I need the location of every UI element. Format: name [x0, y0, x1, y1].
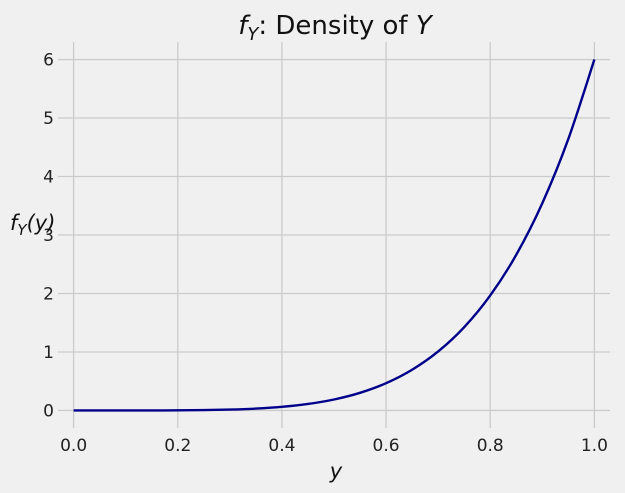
y-tick-label: 5 — [43, 109, 54, 129]
density-curve — [73, 59, 596, 412]
title-variable: Y — [416, 11, 434, 41]
x-tick-labels: 0.0 0.2 0.4 0.6 0.8 1.0 — [60, 436, 608, 456]
y-tick-label: 2 — [43, 284, 54, 304]
y-label-arg: (y) — [27, 211, 56, 235]
y-tick-label: 3 — [43, 226, 54, 246]
y-tick-label: 0 — [43, 401, 54, 421]
title-text: : Density of — [258, 11, 415, 41]
title-subscript: Y — [247, 24, 260, 45]
x-tick-label: 0.0 — [60, 436, 87, 456]
y-tick-label: 4 — [43, 168, 54, 188]
y-label-symbol: f — [10, 211, 21, 235]
x-tick-label: 0.8 — [477, 436, 504, 456]
x-tick-label: 0.4 — [268, 436, 295, 456]
y-label-subscript: Y — [17, 221, 28, 239]
y-tick-labels: 0 1 2 3 4 5 6 — [43, 51, 54, 422]
x-axis-label: y — [329, 459, 343, 483]
x-tick-label: 1.0 — [581, 436, 608, 456]
grid — [58, 42, 610, 428]
series-group — [73, 59, 596, 412]
y-tick-label: 6 — [43, 51, 54, 71]
x-tick-label: 0.6 — [373, 436, 400, 456]
y-tick-label: 1 — [43, 343, 54, 363]
chart-title: fY: Density of Y — [238, 11, 434, 45]
x-tick-label: 0.2 — [164, 436, 191, 456]
y-axis-label: fY(y) — [10, 211, 55, 239]
